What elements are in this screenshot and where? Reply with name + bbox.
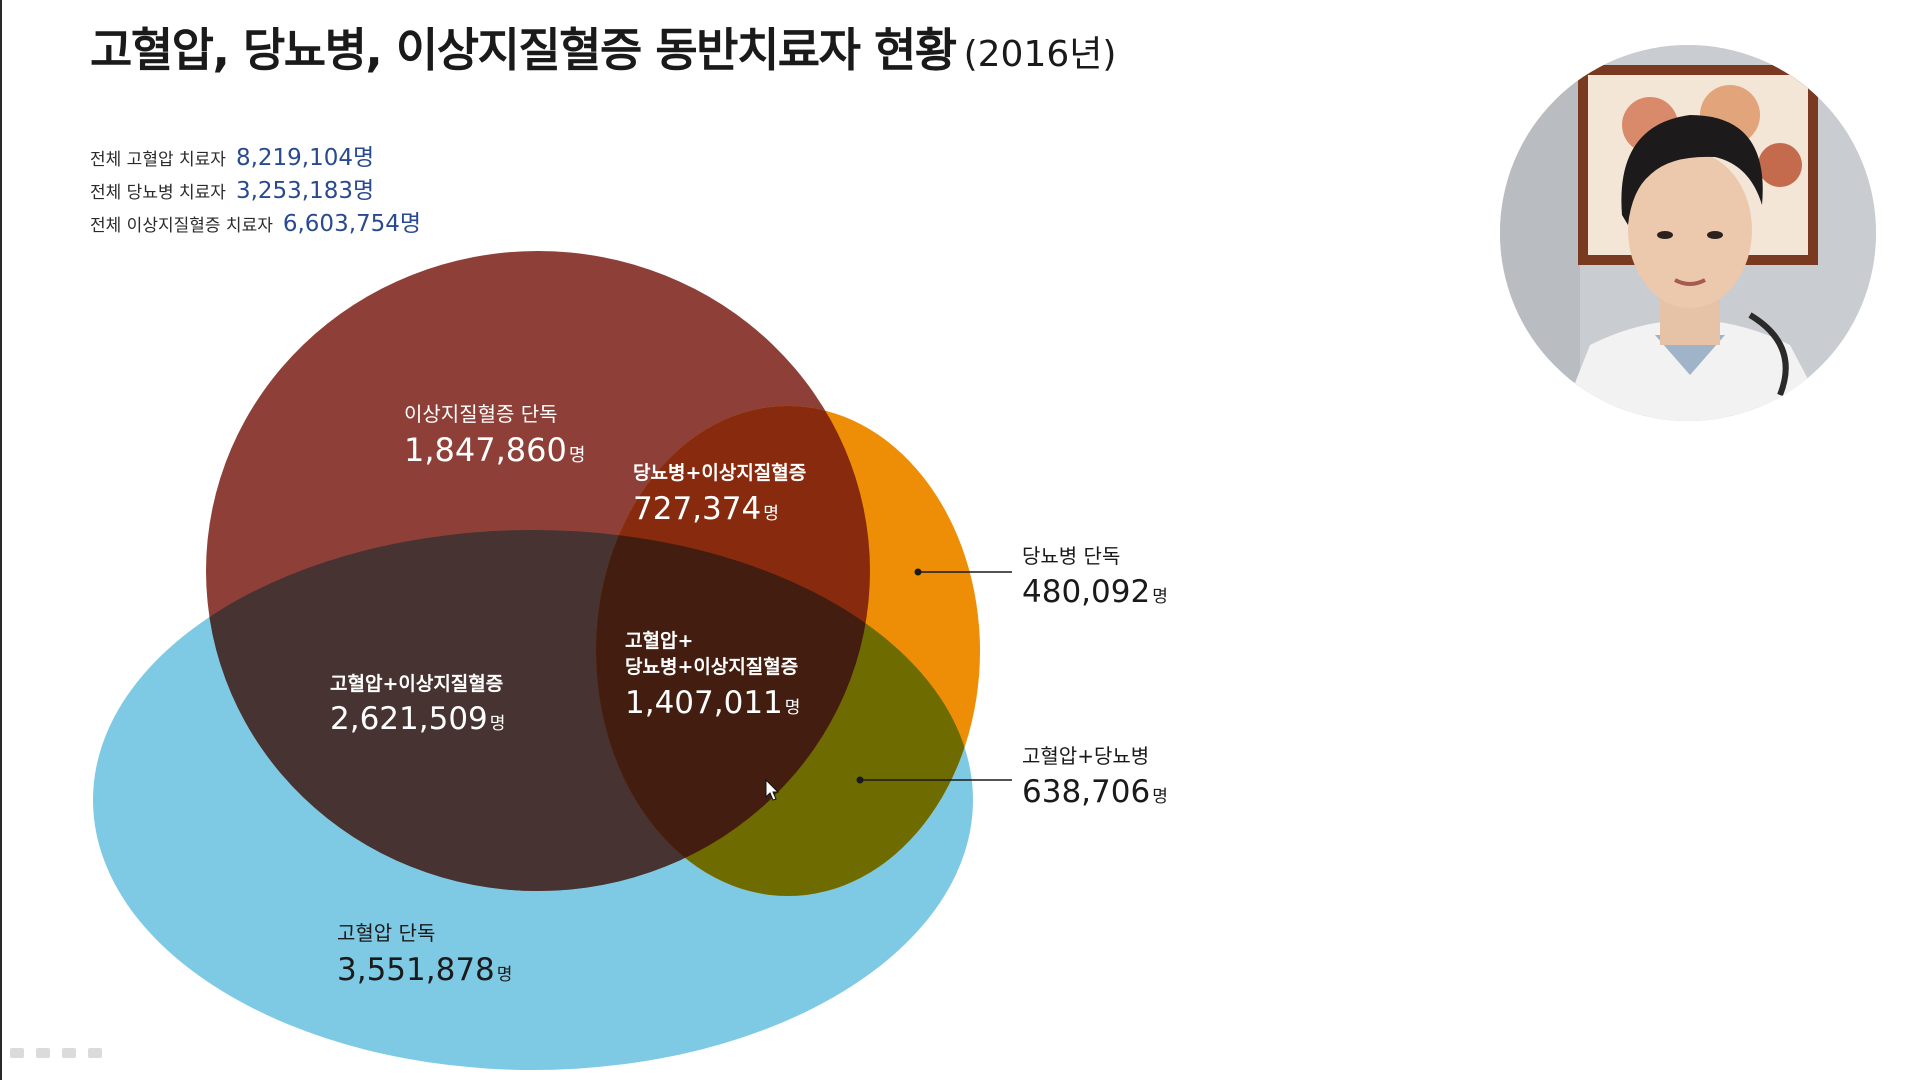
value-all-three: 1,407,011 명	[625, 685, 800, 721]
label-hyp-only: 고혈압 단독	[337, 921, 435, 945]
totals-list: 전체 고혈압 치료자 8,219,104명 전체 당뇨병 치료자 3,253,1…	[90, 138, 421, 237]
title-year: (2016년)	[963, 34, 1117, 75]
value-number: 638,706	[1022, 774, 1150, 810]
total-row-diabetes: 전체 당뇨병 치료자 3,253,183명	[90, 171, 421, 204]
total-label: 전체 고혈압 치료자	[90, 150, 226, 170]
mouse-cursor-icon	[765, 778, 780, 801]
total-row-hypertension: 전체 고혈압 치료자 8,219,104명	[90, 138, 421, 171]
value-dia-dys: 727,374 명	[633, 491, 779, 527]
value-hyp-only: 3,551,878 명	[337, 952, 512, 988]
value-unit: 명	[497, 965, 513, 985]
slide-toolbar	[10, 1048, 102, 1058]
label-dia-only: 당뇨병 단독	[1022, 544, 1120, 568]
leader-dot-hyp-dia	[856, 776, 864, 784]
value-unit: 명	[1152, 787, 1168, 807]
leader-dot-dia-only	[914, 568, 922, 576]
menu-icon[interactable]	[62, 1048, 76, 1058]
total-label: 전체 당뇨병 치료자	[90, 183, 226, 203]
value-unit: 명	[763, 504, 779, 524]
value-hyp-dys: 2,621,509 명	[330, 701, 505, 737]
label-dia-dys: 당뇨병+이상지질혈증	[633, 461, 806, 484]
value-dia-only: 480,092 명	[1022, 574, 1168, 610]
label-all-three-line2: 당뇨병+이상지질혈증	[625, 655, 798, 678]
label-hyp-dys: 고혈압+이상지질혈증	[330, 672, 503, 695]
pen-icon[interactable]	[36, 1048, 50, 1058]
label-dys-only: 이상지질혈증 단독	[404, 402, 558, 426]
total-label: 전체 이상지질혈증 치료자	[90, 216, 273, 236]
total-value: 3,253,183명	[235, 178, 375, 204]
value-unit: 명	[490, 714, 506, 734]
value-dys-only: 1,847,860 명	[404, 431, 585, 469]
total-value: 6,603,754명	[282, 211, 422, 237]
value-hyp-dia: 638,706 명	[1022, 774, 1168, 810]
presenter-video-icon	[1500, 45, 1876, 421]
value-unit: 명	[785, 698, 801, 718]
title-main: 고혈압, 당뇨병, 이상지질혈증 동반치료자 현황	[90, 23, 957, 77]
frame-edge	[0, 0, 2, 1080]
label-hyp-dia: 고혈압+당뇨병	[1022, 744, 1149, 768]
total-value: 8,219,104명	[235, 145, 375, 171]
value-number: 480,092	[1022, 574, 1150, 610]
value-number: 727,374	[633, 491, 761, 527]
total-row-dyslipidemia: 전체 이상지질혈증 치료자 6,603,754명	[90, 204, 421, 237]
value-number: 1,407,011	[625, 685, 783, 721]
label-all-three-line1: 고혈압+	[625, 629, 693, 652]
value-number: 2,621,509	[330, 701, 488, 737]
overlap-all-three	[596, 530, 870, 891]
value-unit: 명	[1152, 587, 1168, 607]
value-number: 1,847,860	[404, 431, 567, 469]
slide-title: 고혈압, 당뇨병, 이상지질혈증 동반치료자 현황 (2016년)	[90, 14, 1116, 80]
prev-slide-icon[interactable]	[10, 1048, 24, 1058]
next-slide-icon[interactable]	[88, 1048, 102, 1058]
value-unit: 명	[569, 445, 586, 466]
presenter-webcam	[1500, 45, 1876, 421]
value-number: 3,551,878	[337, 952, 495, 988]
